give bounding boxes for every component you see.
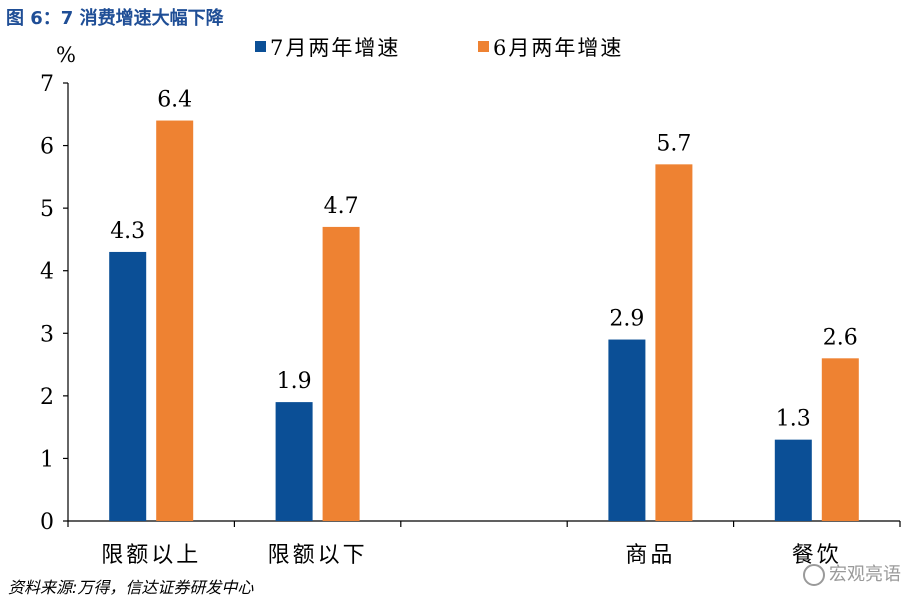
figure-title: 图 6：7 消费增速大幅下降: [6, 8, 224, 29]
x-tick-label: 限额以上: [101, 543, 201, 568]
data-label: 2.9: [609, 307, 644, 332]
y-tick-label: 3: [40, 322, 54, 347]
data-label: 5.7: [656, 131, 691, 156]
bar-jul: [608, 339, 646, 521]
y-tick-label: 6: [40, 135, 54, 160]
x-tick-label: 商品: [625, 543, 675, 568]
data-label: 6.4: [157, 88, 192, 113]
y-tick-label: 7: [40, 72, 54, 97]
y-tick-label: 4: [40, 260, 54, 285]
bar-jul: [774, 439, 812, 521]
source-note: 资料来源:万得，信达证券研发中心: [8, 578, 254, 597]
legend-swatch: [478, 41, 489, 52]
chart-axes: 0 1 2 3 4 5 6 7% 限额以上 限额以下 商品 餐饮: [40, 43, 901, 568]
bar-jun: [156, 120, 194, 522]
data-label: 1.9: [277, 369, 312, 394]
data-label: 4.7: [324, 194, 359, 219]
bar-jun: [821, 358, 859, 521]
y-tick-label: 0: [40, 510, 54, 535]
y-tick-label: 2: [40, 385, 54, 410]
legend-label: 7月两年增速: [270, 36, 400, 60]
legend-label: 6月两年增速: [493, 36, 623, 60]
x-tick-label: 餐饮: [792, 543, 842, 568]
x-tick-label: 限额以下: [268, 543, 368, 568]
wechat-icon: [803, 564, 825, 586]
bar-jul: [109, 251, 147, 521]
chart-bars: [109, 120, 859, 522]
chart-data-labels: 4.3 1.9 2.9 1.3 6.4 4.7 5.7 2.6: [110, 88, 858, 432]
y-tick-label: 5: [40, 197, 54, 222]
bar-jun: [655, 164, 693, 522]
y-tick-label: 1: [40, 447, 54, 472]
y-axis-unit-label: %: [56, 43, 76, 67]
bar-jun: [322, 226, 360, 521]
watermark-text: 宏观亮语: [829, 564, 901, 585]
watermark: 宏观亮语: [803, 560, 901, 586]
bar-jul: [275, 402, 313, 521]
data-label: 4.3: [110, 219, 145, 244]
legend-swatch: [255, 41, 266, 52]
chart-legend: 7月两年增速 6月两年增速: [255, 36, 623, 60]
data-label: 2.6: [823, 325, 858, 350]
data-label: 1.3: [776, 407, 811, 432]
